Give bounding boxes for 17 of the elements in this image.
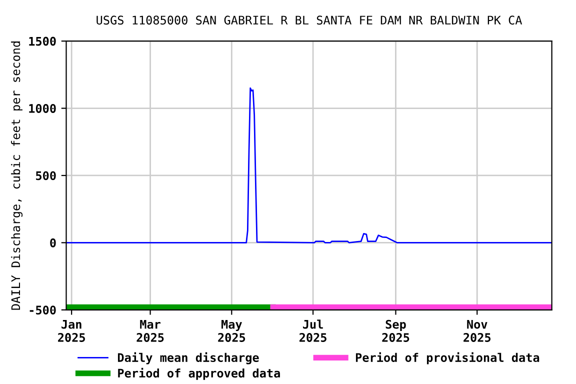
y-tick-label: 1500: [29, 36, 56, 46]
x-tick-label: Mar 2025: [136, 320, 164, 342]
y-tick-label: 1000: [29, 104, 56, 113]
x-tick-label: Jul 2025: [299, 320, 326, 342]
x-tick-label: Sep 2025: [382, 320, 410, 342]
legend-label: Daily mean discharge: [118, 352, 259, 364]
chart-title: USGS 11085000 SAN GABRIEL R BL SANTA FE DAM NR BALDWIN PK CA: [96, 16, 522, 25]
legend-label: Period of provisional data: [356, 352, 540, 364]
x-tick-label: Nov 2025: [464, 320, 491, 342]
legend-label: Period of approved data: [118, 368, 280, 380]
line-series: [66, 87, 552, 244]
y-tick-label: -500: [30, 306, 56, 315]
y-tick-label: 500: [36, 171, 56, 180]
y-axis-title: DAILY Discharge, cubic feet per second: [11, 42, 23, 310]
y-tick-label: 0: [50, 238, 56, 248]
x-tick-label: Jan 2025: [58, 320, 85, 342]
x-tick-label: May 2025: [218, 320, 246, 342]
